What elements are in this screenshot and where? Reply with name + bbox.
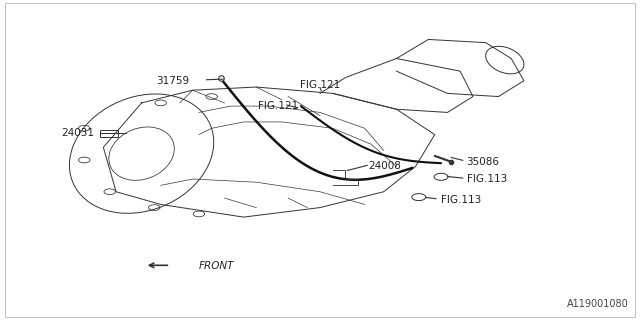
Text: 24031: 24031: [61, 128, 94, 138]
Text: 35086: 35086: [467, 156, 500, 167]
Text: FRONT: FRONT: [199, 261, 234, 271]
Bar: [100, 130, 118, 137]
Text: FIG.121: FIG.121: [300, 80, 340, 91]
Text: 24008: 24008: [368, 161, 401, 171]
Text: 31759: 31759: [156, 76, 189, 86]
Text: FIG.113: FIG.113: [467, 174, 507, 184]
Text: FIG.113: FIG.113: [441, 195, 481, 205]
Text: FIG.121: FIG.121: [259, 101, 299, 111]
Text: A119001080: A119001080: [567, 299, 629, 309]
